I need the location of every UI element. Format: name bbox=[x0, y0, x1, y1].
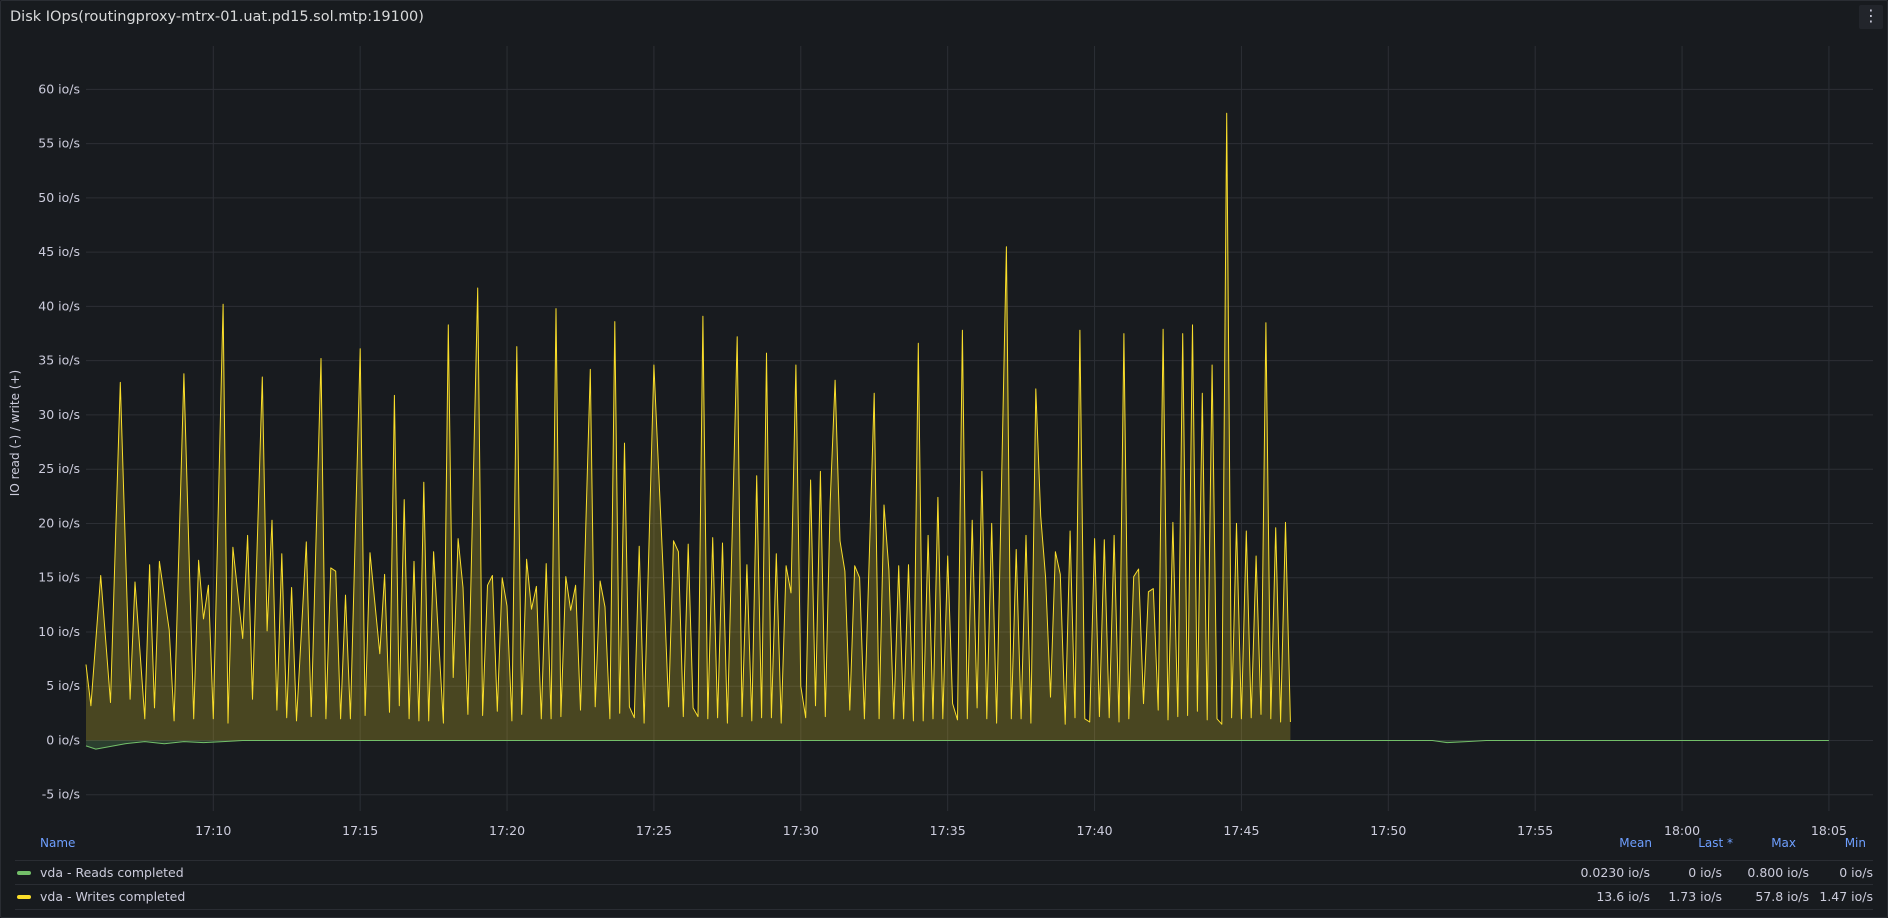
x-tick-label: 17:30 bbox=[783, 823, 819, 838]
vertical-ellipsis-icon[interactable]: ⋮ bbox=[1859, 5, 1883, 29]
legend-mean-value: 0.0230 io/s bbox=[1580, 865, 1650, 880]
y-tick-label: 20 io/s bbox=[38, 515, 80, 530]
legend-max-value: 0.800 io/s bbox=[1747, 865, 1809, 880]
legend-max-value: 57.8 io/s bbox=[1755, 889, 1809, 904]
x-tick-label: 17:25 bbox=[636, 823, 672, 838]
y-tick-label: 55 io/s bbox=[38, 136, 80, 151]
legend-swatch bbox=[17, 871, 31, 875]
x-tick-label: 18:05 bbox=[1811, 823, 1847, 838]
y-tick-label: 25 io/s bbox=[38, 461, 80, 476]
panel-header: Disk IOps(routingproxy-mtrx-01.uat.pd15.… bbox=[1, 1, 1887, 33]
legend-header-name[interactable]: Name bbox=[40, 836, 76, 850]
y-tick-label: 10 io/s bbox=[38, 624, 80, 639]
legend-header-min[interactable]: Min bbox=[1844, 836, 1866, 850]
legend-swatch bbox=[17, 895, 31, 899]
chart-grid bbox=[86, 46, 1873, 811]
x-tick-label: 17:55 bbox=[1517, 823, 1553, 838]
x-tick-label: 17:15 bbox=[342, 823, 378, 838]
x-tick-label: 17:40 bbox=[1077, 823, 1113, 838]
y-tick-label: 0 io/s bbox=[46, 732, 80, 747]
series-line[interactable] bbox=[85, 112, 1291, 725]
legend-min-value: 0 io/s bbox=[1839, 865, 1873, 880]
series-line[interactable] bbox=[85, 740, 1829, 750]
y-tick-label: 30 io/s bbox=[38, 407, 80, 422]
y-tick-label: -5 io/s bbox=[42, 787, 80, 802]
y-tick-label: 50 io/s bbox=[38, 190, 80, 205]
legend-last-value: 1.73 io/s bbox=[1668, 889, 1722, 904]
series-lines bbox=[85, 112, 1829, 750]
time-series-chart[interactable]: -5 io/s 0 io/s 5 io/s 10 io/s 15 io/s 20 io/s… bbox=[1, 33, 1887, 838]
legend-mean-value: 13.6 io/s bbox=[1596, 889, 1650, 904]
legend-row-writes[interactable]: vda - Writes completed 13.6 io/s 1.73 io… bbox=[15, 884, 1873, 910]
x-tick-label: 17:20 bbox=[489, 823, 525, 838]
y-tick-label: 35 io/s bbox=[38, 353, 80, 368]
y-tick-label: 15 io/s bbox=[38, 570, 80, 585]
y-axis-label: IO read (-) / write (+) bbox=[8, 370, 22, 496]
x-axis: 17:10 17:15 17:20 17:25 17:30 17:35 17:40 17:45… bbox=[195, 823, 1847, 838]
panel-title[interactable]: Disk IOps(routingproxy-mtrx-01.uat.pd15.… bbox=[10, 9, 424, 25]
series-area bbox=[86, 740, 1829, 750]
x-tick-label: 17:10 bbox=[195, 823, 231, 838]
legend-series-name[interactable]: vda - Reads completed bbox=[40, 865, 184, 880]
x-tick-label: 17:35 bbox=[930, 823, 966, 838]
y-tick-label: 45 io/s bbox=[38, 244, 80, 259]
y-axis: -5 io/s 0 io/s 5 io/s 10 io/s 15 io/s 20 io/s… bbox=[38, 81, 80, 801]
legend-series-name[interactable]: vda - Writes completed bbox=[40, 889, 186, 904]
legend-last-value: 0 io/s bbox=[1688, 865, 1722, 880]
y-tick-label: 60 io/s bbox=[38, 81, 80, 96]
legend-row-reads[interactable]: vda - Reads completed 0.0230 io/s 0 io/s… bbox=[15, 860, 1873, 885]
series-areas bbox=[86, 113, 1829, 750]
y-tick-label: 40 io/s bbox=[38, 298, 80, 313]
series-area bbox=[86, 113, 1291, 741]
legend-min-value: 1.47 io/s bbox=[1819, 889, 1873, 904]
y-tick-label: 5 io/s bbox=[46, 678, 80, 693]
x-tick-label: 17:45 bbox=[1223, 823, 1259, 838]
legend-header-max[interactable]: Max bbox=[1771, 836, 1796, 850]
x-tick-label: 17:50 bbox=[1370, 823, 1406, 838]
legend-header-mean[interactable]: Mean bbox=[1619, 836, 1652, 850]
x-tick-label: 18:00 bbox=[1664, 823, 1700, 838]
legend-header-last[interactable]: Last * bbox=[1698, 836, 1733, 850]
